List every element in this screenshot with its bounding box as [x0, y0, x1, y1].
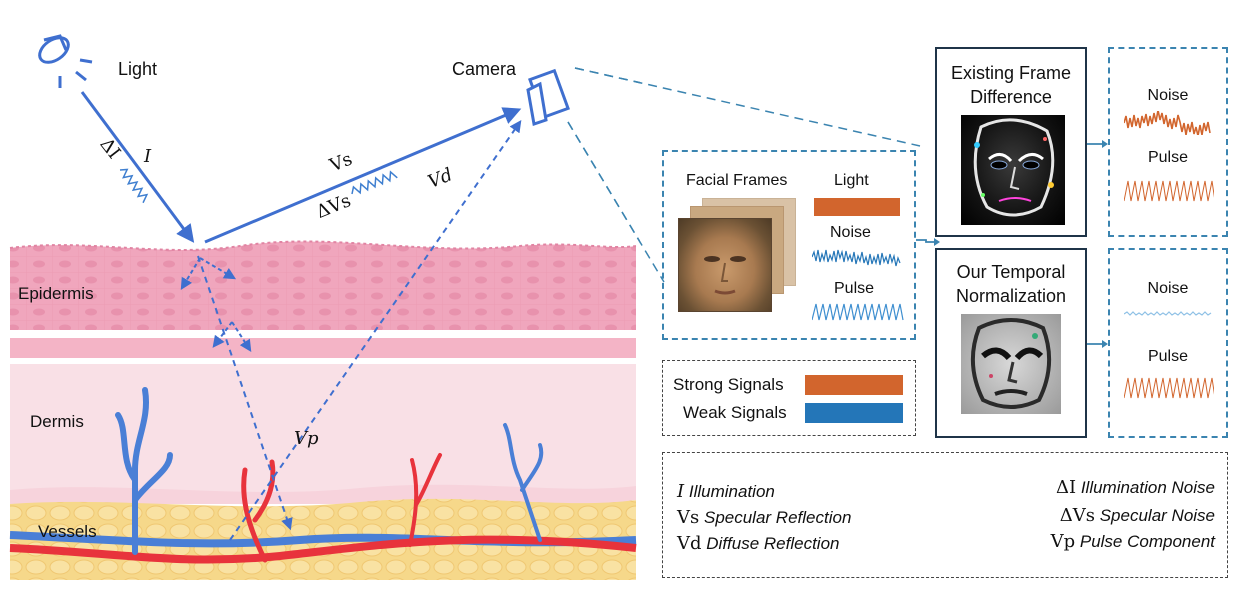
light-bulb-icon — [38, 34, 93, 88]
bottom-noise-wave — [1124, 311, 1212, 316]
ours-title-line2: Normalization — [955, 286, 1067, 306]
epidermis-label: Epidermis — [18, 284, 94, 303]
notation-pulse: Vp Pulse Component — [1051, 531, 1215, 552]
notation-specular-text: Specular Reflection — [703, 508, 852, 527]
specular-ray — [204, 107, 522, 244]
bottom-pulse-wave — [1124, 377, 1214, 399]
weak-signals-label: Weak Signals — [683, 403, 787, 422]
temporal-normalization-box: Our Temporal Normalization — [935, 248, 1087, 438]
existing-title-line2: Difference — [970, 87, 1052, 107]
notation-legend: I Illumination Vs Specular Reflection Vd… — [662, 452, 1228, 578]
face-frame-front — [678, 218, 772, 312]
notation-diffuse-symbol: Vd — [677, 533, 702, 554]
frame-difference-output-box: Noise Pulse — [1108, 47, 1228, 237]
notation-illumination-symbol: I — [677, 481, 685, 502]
light-signal-bar — [814, 198, 900, 216]
temporal-normalization-output-box: Noise Pulse — [1108, 248, 1228, 438]
noise-signal-wave — [812, 249, 901, 267]
diffuse-ray — [229, 120, 522, 541]
notation-specular-noise-text: Specular Noise — [1099, 506, 1215, 525]
existing-frame-difference-box: Existing Frame Difference — [935, 47, 1087, 237]
notation-pulse-symbol: Vp — [1050, 531, 1076, 552]
frame-difference-image — [961, 115, 1065, 225]
camera-label: Camera — [452, 59, 517, 79]
light-signal-label: Light — [834, 172, 869, 189]
vessels-label: Vessels — [38, 522, 97, 541]
notation-pulse-text: Pulse Component — [1079, 532, 1215, 551]
notation-specular-noise-symbol: ΔVs — [1059, 505, 1095, 526]
face-sketch-icon — [704, 256, 746, 295]
facial-frames-label: Facial Frames — [686, 172, 788, 189]
illumination-noise-wave — [119, 168, 149, 204]
bottom-noise-label: Noise — [1147, 280, 1189, 297]
notation-illumination-text: Illumination — [688, 482, 775, 501]
symbol-Vp-label: Vp — [294, 428, 319, 449]
notation-illumination-noise-symbol: ΔI — [1055, 477, 1077, 498]
normalized-face-sketch-icon — [970, 318, 1052, 409]
skin-illustration — [9, 34, 640, 580]
notation-illumination-noise-text: Illumination Noise — [1080, 478, 1215, 497]
ours-title-line1: Our Temporal — [956, 262, 1066, 282]
temporal-normalization-image — [961, 314, 1061, 414]
notation-specular-symbol: Vs — [677, 507, 700, 528]
artery-vessel — [9, 535, 637, 564]
strong-signals-swatch — [805, 375, 903, 395]
camera-icon — [526, 68, 570, 126]
epidermis-layer — [10, 241, 636, 330]
symbol-I-label: I — [144, 146, 152, 167]
top-noise-label: Noise — [1147, 87, 1189, 104]
illumination-ray — [80, 91, 195, 243]
notation-specular: Vs Specular Reflection — [677, 507, 851, 528]
top-pulse-wave — [1124, 180, 1214, 202]
noise-signal-label: Noise — [830, 224, 871, 241]
specular-noise-wave — [351, 170, 398, 195]
notation-specular-noise: ΔVs Specular Noise — [1060, 505, 1215, 526]
pulse-signal-wave — [812, 303, 904, 321]
dermis-label: Dermis — [30, 412, 84, 431]
top-noise-wave — [1124, 111, 1211, 135]
notation-illumination-noise: ΔI Illumination Noise — [1056, 477, 1215, 498]
notation-diffuse: Vd Diffuse Reflection — [677, 533, 840, 554]
existing-title-line1: Existing Frame — [950, 63, 1072, 83]
epidermis-base — [10, 338, 636, 358]
pulse-signal-label: Pulse — [834, 280, 875, 297]
input-signal-panel: Facial Frames Light Noise Pulse — [662, 150, 916, 340]
top-pulse-label: Pulse — [1147, 149, 1189, 166]
notation-diffuse-text: Diffuse Reflection — [706, 534, 840, 553]
dermis-layer — [10, 364, 636, 504]
frame-difference-sketch-icon — [973, 118, 1055, 217]
weak-signals-swatch — [805, 403, 903, 423]
strong-signals-label: Strong Signals — [673, 375, 784, 394]
bottom-pulse-label: Pulse — [1147, 348, 1189, 365]
signal-strength-legend: Strong Signals Weak Signals — [662, 360, 916, 436]
notation-illumination: I Illumination — [677, 481, 775, 502]
light-label: Light — [118, 59, 158, 79]
pulse-ray — [197, 255, 293, 531]
